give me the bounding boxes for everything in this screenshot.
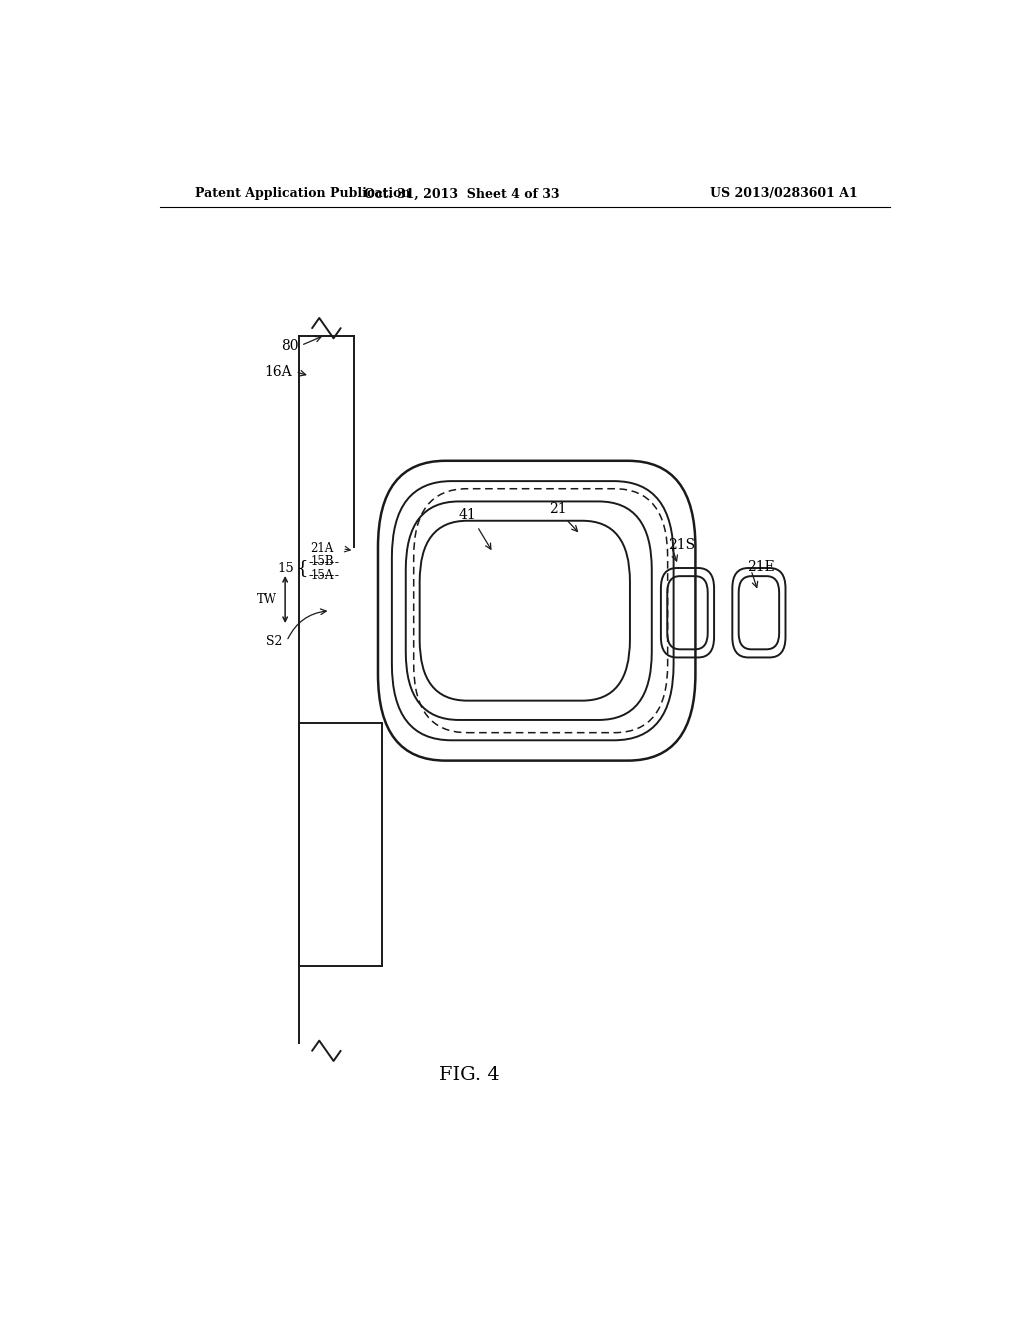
Text: 80: 80	[282, 339, 299, 354]
Text: Oct. 31, 2013  Sheet 4 of 33: Oct. 31, 2013 Sheet 4 of 33	[364, 187, 559, 201]
Text: 15: 15	[278, 561, 295, 574]
Text: 15B: 15B	[310, 556, 334, 569]
Text: {: {	[296, 558, 308, 577]
Text: 21E: 21E	[748, 560, 775, 574]
Text: 41: 41	[459, 508, 476, 523]
Text: TW: TW	[257, 593, 278, 606]
Text: US 2013/0283601 A1: US 2013/0283601 A1	[711, 187, 858, 201]
Text: Patent Application Publication: Patent Application Publication	[196, 187, 411, 201]
Text: 21A: 21A	[310, 543, 334, 556]
Text: 21S: 21S	[668, 537, 694, 552]
Text: 16A: 16A	[264, 364, 292, 379]
Text: FIG. 4: FIG. 4	[439, 1067, 500, 1084]
Text: 15A: 15A	[310, 569, 334, 582]
Text: 21: 21	[549, 502, 567, 516]
Text: S2: S2	[266, 635, 283, 648]
